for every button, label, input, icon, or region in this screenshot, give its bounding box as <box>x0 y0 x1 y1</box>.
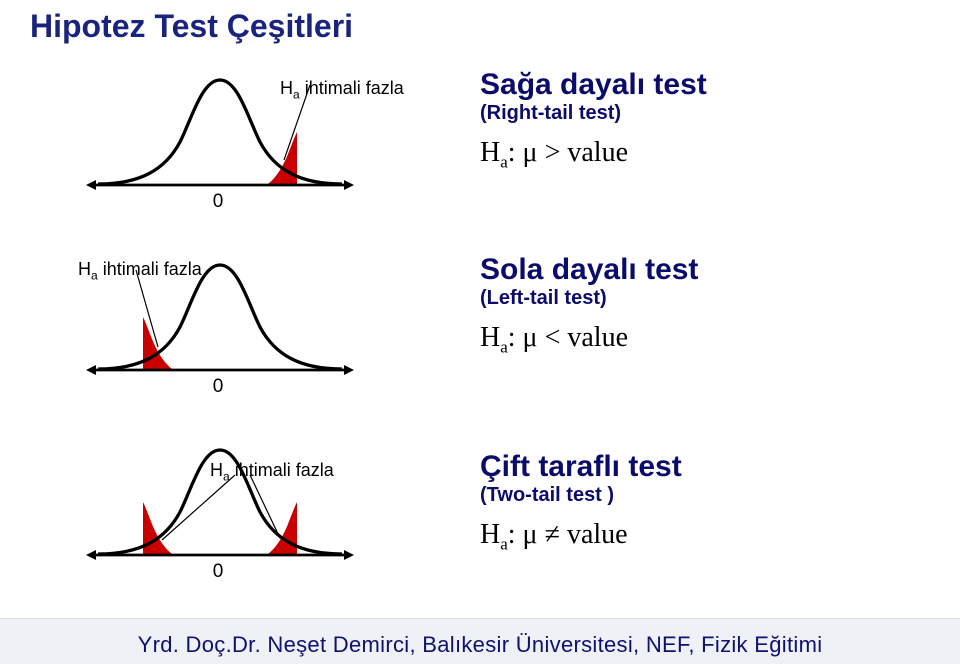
ha-label-text: ihtimali fazla <box>305 78 404 98</box>
test-sub-two: (Two-tail test ) <box>480 484 940 507</box>
ha-prefix: H <box>280 78 293 98</box>
ha-label-text: ihtimali fazla <box>235 460 334 480</box>
test-title-two: Çift taraflı test <box>480 450 940 484</box>
ha-label-right: Ha ihtimali fazla <box>280 78 404 102</box>
row-right-tail: 0 Ha ihtimali fazla Sağa dayalı test (Ri… <box>0 50 960 235</box>
axis-zero-label: 0 <box>213 191 224 212</box>
axis-zero-label: 0 <box>213 561 224 582</box>
axis-zero-label: 0 <box>213 376 224 397</box>
right-col-two-tail: Çift taraflı test (Two-tail test ) Ha: μ… <box>480 450 940 555</box>
right-col-left-tail: Sola dayalı test (Left-tail test) Ha: μ … <box>480 253 940 358</box>
ha-sub: a <box>223 470 230 484</box>
formula-two: Ha: μ ≠ value <box>480 519 940 555</box>
ha-label-text: ihtimali fazla <box>103 259 202 279</box>
page-title: Hipotez Test Çeşitleri <box>30 8 353 45</box>
row-two-tail: 0 Ha ihtimali fazla Çift taraflı test (T… <box>0 420 960 605</box>
right-col-right-tail: Sağa dayalı test (Right-tail test) Ha: μ… <box>480 68 940 173</box>
ha-prefix: H <box>210 460 223 480</box>
test-title-left: Sola dayalı test <box>480 253 940 287</box>
footer: Yrd. Doç.Dr. Neşet Demirci, Balıkesir Ün… <box>0 619 960 664</box>
ha-prefix: H <box>78 259 91 279</box>
ha-label-two: Ha ihtimali fazla <box>210 460 334 484</box>
curve-two-tail: 0 <box>70 420 370 605</box>
formula-left: Ha: μ < value <box>480 322 940 358</box>
ha-label-left: Ha ihtimali fazla <box>78 259 202 283</box>
footer-text: Yrd. Doç.Dr. Neşet Demirci, Balıkesir Ün… <box>0 632 960 658</box>
row-left-tail: 0 Ha ihtimali fazla Sola dayalı test (Le… <box>0 235 960 420</box>
formula-right: Ha: μ > value <box>480 137 940 173</box>
test-sub-right: (Right-tail test) <box>480 102 940 125</box>
ha-sub: a <box>91 269 98 283</box>
ha-sub: a <box>293 88 300 102</box>
test-title-right: Sağa dayalı test <box>480 68 940 102</box>
slide: Hipotez Test Çeşitleri 0 Ha ihtimali faz… <box>0 0 960 664</box>
test-sub-left: (Left-tail test) <box>480 287 940 310</box>
